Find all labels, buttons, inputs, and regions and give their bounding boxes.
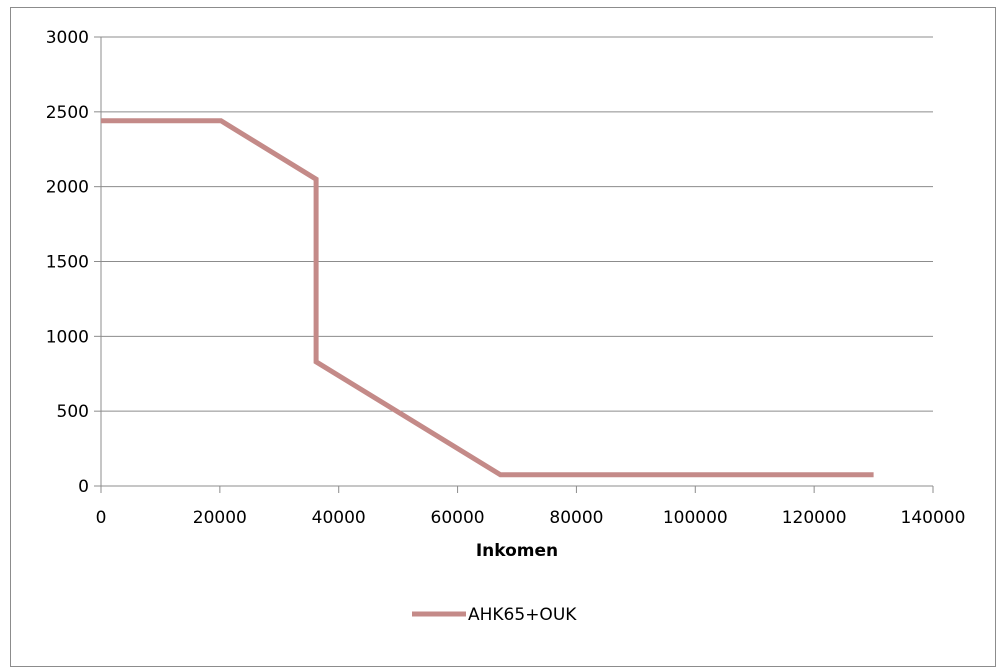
x-tick-label: 80000 <box>549 508 603 528</box>
y-tick-label: 0 <box>78 477 89 497</box>
legend: AHK65+OUK <box>412 605 577 625</box>
y-tick-label: 500 <box>57 402 89 422</box>
x-tick-label: 20000 <box>193 508 247 528</box>
line-chart: 0 500 1000 1500 2000 2500 3000 0 20000 40000 60000… <box>46 28 966 625</box>
axes <box>94 36 934 493</box>
x-tick-label: 40000 <box>312 508 366 528</box>
x-tick-label: 140000 <box>901 508 966 528</box>
series-layer <box>101 118 874 478</box>
y-tick-label: 1000 <box>46 327 89 347</box>
x-axis-title: Inkomen <box>476 541 558 561</box>
gridlines <box>101 36 933 412</box>
tick-labels: 0 500 1000 1500 2000 2500 3000 0 20000 40000 60000… <box>46 28 966 528</box>
legend-label: AHK65+OUK <box>468 605 577 625</box>
y-tick-label: 2000 <box>46 178 89 198</box>
x-tick-label: 60000 <box>431 508 485 528</box>
x-tick-label: 120000 <box>782 508 847 528</box>
x-tick-label: 0 <box>96 508 107 528</box>
x-tick-label: 100000 <box>663 508 728 528</box>
y-tick-label: 3000 <box>46 28 89 48</box>
y-tick-label: 1500 <box>46 253 89 273</box>
series-line-0 <box>101 118 874 478</box>
y-tick-label: 2500 <box>46 103 89 123</box>
